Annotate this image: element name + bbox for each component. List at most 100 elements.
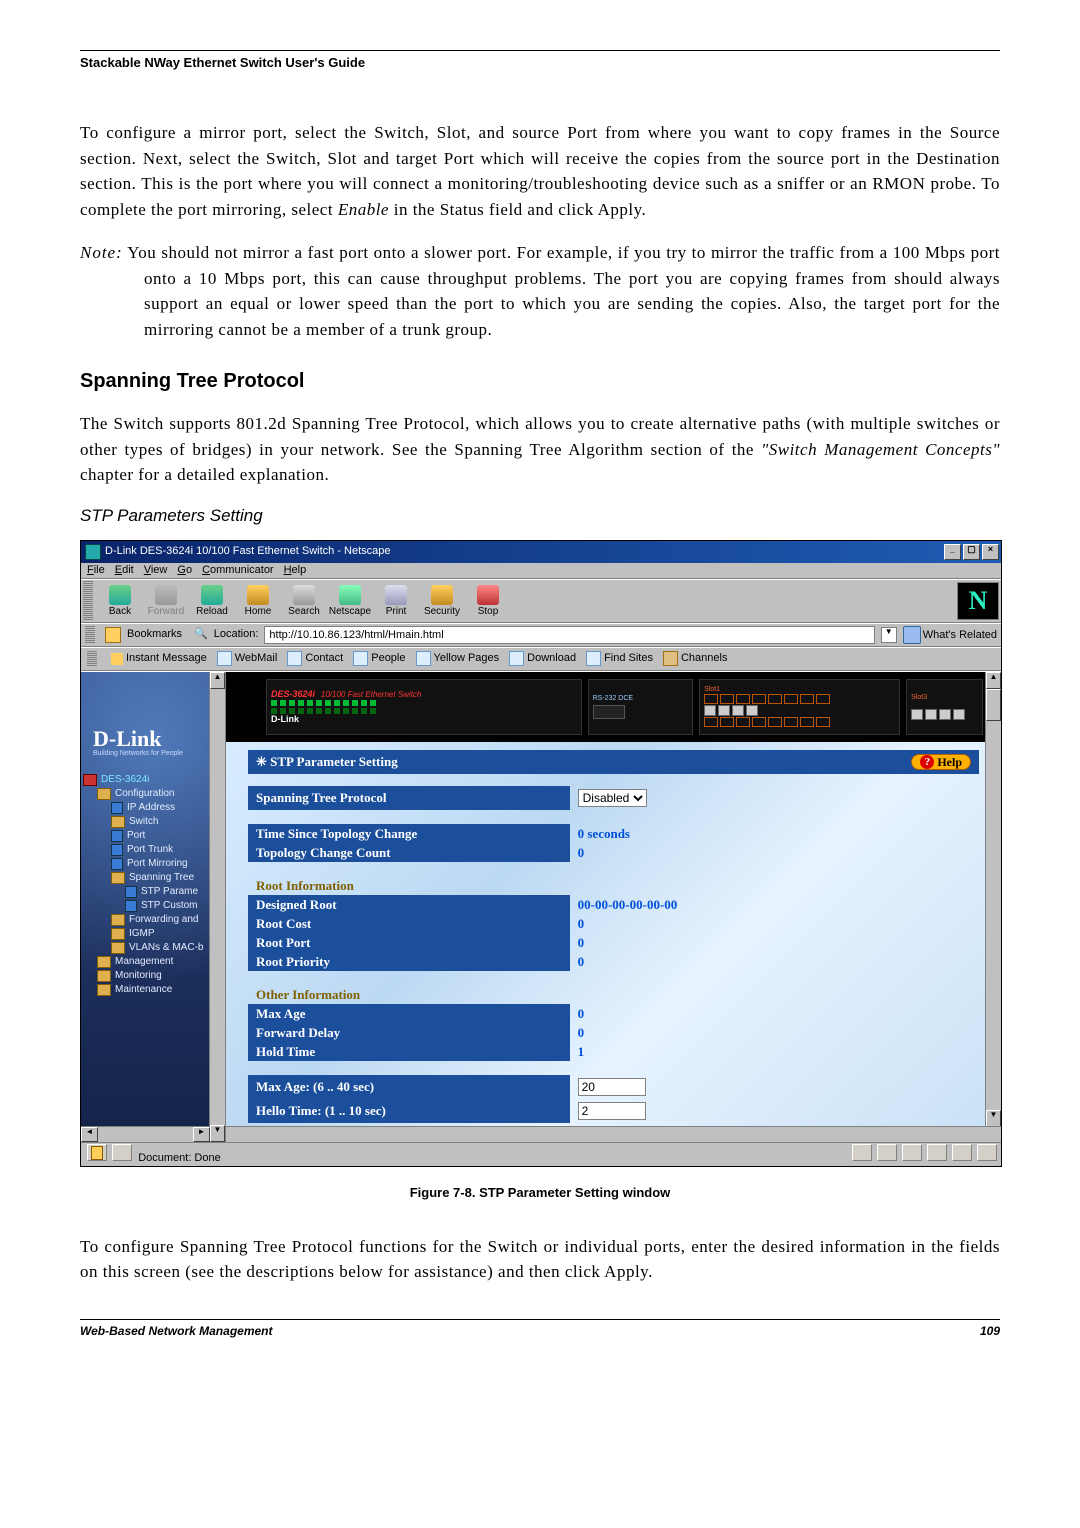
tb-netscape[interactable]: Netscape <box>327 583 373 619</box>
tree-icon <box>111 928 125 940</box>
stp-key: Hello Time: (1 .. 10 sec) <box>248 1099 570 1123</box>
tree-icon <box>83 774 97 786</box>
dlink-logo: D-Link <box>81 672 225 750</box>
scroll-up-icon[interactable]: ▲ <box>210 672 225 689</box>
tree-icon <box>125 886 137 898</box>
para-1: To configure a mirror port, select the S… <box>80 120 1000 222</box>
tb-back[interactable]: Back <box>97 583 143 619</box>
bookmarks-label[interactable]: Bookmarks <box>127 629 182 640</box>
component-icon[interactable] <box>852 1144 872 1161</box>
tb-search[interactable]: Search <box>281 583 327 619</box>
main-hscrollbar[interactable] <box>226 1126 1001 1142</box>
stp-value: 0 <box>578 1006 585 1021</box>
stp-input[interactable] <box>578 1102 646 1120</box>
nav-tree-panel: D-Link Building Networks for People DES-… <box>81 672 226 1142</box>
link-icon <box>111 653 123 665</box>
stp-value: 00-00-00-00-00-00 <box>578 897 678 912</box>
stp-key: Time Since Topology Change <box>248 824 570 843</box>
related-icon[interactable] <box>903 626 921 644</box>
menu-file[interactable]: File <box>87 564 105 576</box>
tb-forward[interactable]: Forward <box>143 583 189 619</box>
stp-input[interactable] <box>578 1078 646 1096</box>
personal-toolbar: Instant Message WebMail Contact People Yello… <box>81 647 1001 671</box>
maximize-button[interactable]: ▢ <box>963 544 980 560</box>
menu-go[interactable]: Go <box>177 564 192 576</box>
tree-item[interactable]: Switch <box>83 815 209 829</box>
tb-stop[interactable]: Stop <box>465 583 511 619</box>
tree-item[interactable]: STP Parame <box>83 885 209 899</box>
component-icon[interactable] <box>977 1144 997 1161</box>
component-icon[interactable] <box>877 1144 897 1161</box>
component-icon[interactable] <box>902 1144 922 1161</box>
tree-item[interactable]: Port Trunk <box>83 843 209 857</box>
menu-communicator[interactable]: Communicator <box>202 564 274 576</box>
stp-key: Forward Delay <box>248 1023 570 1042</box>
app-icon <box>85 544 101 560</box>
main-scroll-up-icon[interactable]: ▲ <box>986 672 1001 689</box>
help-button[interactable]: Help <box>911 754 971 770</box>
component-icon[interactable] <box>952 1144 972 1161</box>
tree-label: Maintenance <box>115 985 172 995</box>
tree-item[interactable]: Monitoring <box>83 969 209 983</box>
stp-select[interactable]: Disabled <box>578 789 647 807</box>
location-input[interactable] <box>264 626 874 644</box>
tb-reload[interactable]: Reload <box>189 583 235 619</box>
link-find sites[interactable]: Find Sites <box>586 652 653 664</box>
tree-item[interactable]: IGMP <box>83 927 209 941</box>
scroll-down-icon[interactable]: ▼ <box>210 1125 225 1142</box>
stp-value: 0 seconds <box>578 826 630 841</box>
main-scroll-down-icon[interactable]: ▼ <box>986 1110 1001 1127</box>
reload-icon <box>201 585 223 605</box>
tb-home[interactable]: Home <box>235 583 281 619</box>
minimize-button[interactable]: _ <box>944 544 961 560</box>
scroll-right-icon[interactable]: ► <box>193 1127 210 1142</box>
link-webmail[interactable]: WebMail <box>217 652 278 664</box>
tree-item[interactable]: Configuration <box>83 787 209 801</box>
tree-label: STP Parame <box>141 887 198 897</box>
tree-icon <box>111 816 125 828</box>
tree-item[interactable]: Port Mirroring <box>83 857 209 871</box>
device-brand: D-Link <box>271 715 577 724</box>
security-icon[interactable] <box>87 1144 107 1161</box>
tree-item[interactable]: Spanning Tree <box>83 871 209 885</box>
location-dropdown-icon[interactable]: ▼ <box>881 627 897 643</box>
link-download[interactable]: Download <box>509 652 576 664</box>
menu-edit[interactable]: Edit <box>115 564 134 576</box>
tree-hscrollbar[interactable]: ◄ ► <box>81 1126 210 1142</box>
tree-label: Monitoring <box>115 971 162 981</box>
scroll-left-icon[interactable]: ◄ <box>81 1127 98 1142</box>
close-button[interactable]: × <box>982 544 999 560</box>
status-icon <box>112 1144 132 1161</box>
section-header: Other Information <box>248 985 979 1004</box>
stp-value: 1 <box>578 1044 585 1059</box>
component-icon[interactable] <box>927 1144 947 1161</box>
link-contact[interactable]: Contact <box>287 652 343 664</box>
tree-item[interactable]: Port <box>83 829 209 843</box>
link-people[interactable]: People <box>353 652 405 664</box>
tree-item[interactable]: DES-3624i <box>83 773 209 787</box>
bookmarks-icon[interactable] <box>105 627 121 643</box>
forward-icon <box>155 585 177 605</box>
tree-item[interactable]: VLANs & MAC-b <box>83 941 209 955</box>
tree-item[interactable]: Maintenance <box>83 983 209 997</box>
tree-vscrollbar[interactable]: ▲ ▼ <box>209 672 225 1142</box>
tb-print[interactable]: Print <box>373 583 419 619</box>
tree-item[interactable]: Forwarding and <box>83 913 209 927</box>
stp-key: Max Age: (6 .. 40 sec) <box>248 1075 570 1099</box>
footer-page-number: 109 <box>980 1324 1000 1338</box>
link-instant message[interactable]: Instant Message <box>111 652 207 664</box>
link-channels[interactable]: Channels <box>663 652 727 664</box>
menu-bar[interactable]: File Edit View Go Communicator Help <box>81 563 1001 579</box>
link-yellow pages[interactable]: Yellow Pages <box>416 652 500 664</box>
whats-related[interactable]: What's Related <box>923 628 997 640</box>
menu-view[interactable]: View <box>144 564 168 576</box>
menu-help[interactable]: Help <box>284 564 307 576</box>
nav-tree[interactable]: DES-3624iConfigurationIP AddressSwitchPo… <box>83 773 225 997</box>
tree-item[interactable]: IP Address <box>83 801 209 815</box>
tree-item[interactable]: Management <box>83 955 209 969</box>
main-vscrollbar[interactable]: ▲ ▼ <box>985 672 1001 1127</box>
tree-item[interactable]: STP Custom <box>83 899 209 913</box>
tb-security[interactable]: Security <box>419 583 465 619</box>
slot1-label: Slot1 <box>704 686 895 693</box>
tree-icon <box>111 830 123 842</box>
